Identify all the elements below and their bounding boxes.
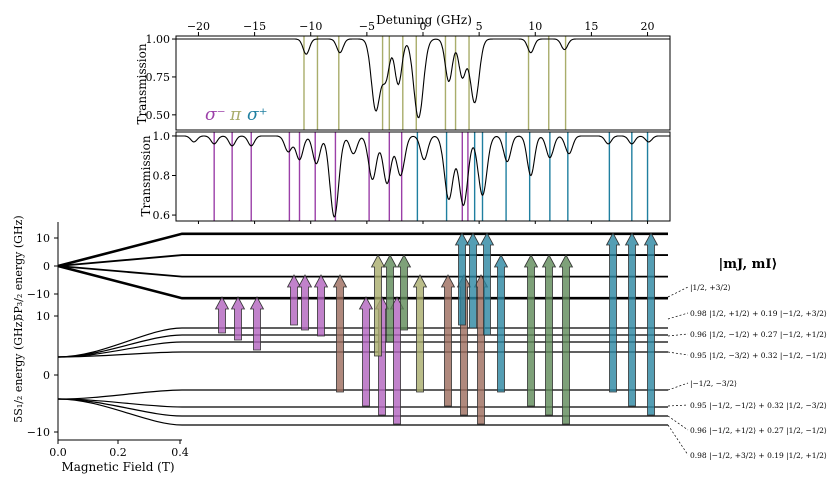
top-plot-frame xyxy=(175,35,671,131)
energy-ticks: 10 0 −10 10 0 −10 0.0 0.2 0.4 xyxy=(27,232,189,459)
top-y-tick-label: 0.75 xyxy=(146,71,171,84)
mid-y-tick-label: 0.8 xyxy=(153,170,171,183)
transition-arrow xyxy=(643,232,659,416)
top-y-ticks: 1.00 0.75 0.50 xyxy=(146,33,176,122)
legend: σ⁻ π σ⁺ xyxy=(205,105,268,125)
transition-arrow xyxy=(624,232,640,407)
energy-x-tick-label: 0.4 xyxy=(171,446,189,459)
energy-x-tick-label: 0.2 xyxy=(109,446,127,459)
lower-level xyxy=(57,389,668,400)
state-labels: |mJ, mI⟩ |1/2, +3/2⟩ 0.98 |1/2, +1/2⟩ + 0… xyxy=(667,257,827,460)
upper-level xyxy=(57,264,668,300)
transition-arrow xyxy=(479,232,495,336)
transition-arrow xyxy=(313,274,329,337)
transition-arrow xyxy=(382,254,398,343)
mid-ylabel: Transmission xyxy=(139,135,153,216)
top-plot: Detuning (GHz) −20 −15 −10 −5 0 5 10 15 20 1.00 0… xyxy=(135,13,671,131)
transition-arrow xyxy=(523,254,539,407)
lower-y-tick-label: −10 xyxy=(27,426,50,439)
top-ylabel: Transmission xyxy=(135,43,149,124)
state-label-list: |1/2, +3/2⟩ 0.98 |1/2, +1/2⟩ + 0.19 |−1/2… xyxy=(667,283,827,460)
state-label: |1/2, +3/2⟩ xyxy=(690,283,731,292)
transition-arrow xyxy=(332,274,348,393)
state-label: 0.96 |1/2, −1/2⟩ + 0.27 |−1/2, +1/2⟩ xyxy=(690,330,827,339)
state-label: 0.95 |−1/2, −1/2⟩ + 0.32 |1/2, −3/2⟩ xyxy=(690,401,827,410)
state-leader-line xyxy=(667,382,689,391)
upper-level xyxy=(57,265,668,278)
transition-arrow xyxy=(465,232,481,329)
transition-arrow xyxy=(605,232,621,393)
top-x-tick-label: 15 xyxy=(584,20,598,33)
state-leader-line xyxy=(667,404,689,407)
legend-pi: π xyxy=(229,105,242,125)
legend-sigma-plus: σ⁺ xyxy=(247,105,268,125)
state-leader-line xyxy=(667,333,689,337)
upper-y-tick-label: 0 xyxy=(43,260,50,273)
top-x-tick-label: 20 xyxy=(641,20,655,33)
transition-arrow xyxy=(214,296,230,334)
state-label: 0.98 |1/2, +1/2⟩ + 0.19 |−1/2, +3/2⟩ xyxy=(690,309,827,318)
mid-y-tick-label: 0.6 xyxy=(153,209,171,222)
upper-y-tick-label: 10 xyxy=(36,232,50,245)
top-x-tick-label: −5 xyxy=(359,20,375,33)
mid-transition-lines xyxy=(213,132,649,221)
transition-arrow xyxy=(493,254,509,393)
upper-ylabel: 5P₃/₂ energy (GHz) xyxy=(12,215,25,320)
lower-level xyxy=(57,398,668,426)
energy-levels xyxy=(57,232,668,426)
state-leader-line xyxy=(667,286,689,298)
top-x-tick-label: −20 xyxy=(187,20,210,33)
transition-arrow xyxy=(230,296,246,341)
transition-arrow xyxy=(396,254,412,331)
mid-transmission-curve xyxy=(176,135,670,218)
legend-sigma-minus: σ⁻ xyxy=(205,105,226,125)
lower-y-tick-label: 10 xyxy=(36,310,50,323)
energy-plot: 10 0 −10 10 0 −10 0.0 0.2 0.4 Magnetic Field (T)… xyxy=(12,215,668,474)
mid-plot-frame xyxy=(175,131,671,222)
top-x-tick-label: 0 xyxy=(420,20,427,33)
state-label: 0.98 |−1/2, +3/2⟩ + 0.19 |1/2, +1/2⟩ xyxy=(690,451,827,460)
state-label: 0.95 |1/2, −3/2⟩ + 0.32 |−1/2, −1/2⟩ xyxy=(690,351,827,360)
state-leader-line xyxy=(667,415,689,431)
upper-level xyxy=(57,254,668,267)
top-x-tick-label: −15 xyxy=(243,20,266,33)
transition-arrow xyxy=(286,274,302,326)
top-x-tick-label: −10 xyxy=(299,20,322,33)
state-leader-line xyxy=(667,312,689,320)
top-xlabel: Detuning (GHz) xyxy=(376,13,472,27)
transition-arrow xyxy=(249,296,265,351)
transition-arrow xyxy=(440,274,456,407)
lower-ylabel: 5S₁/₂ energy (GHz) xyxy=(12,317,25,422)
energy-xlabel: Magnetic Field (T) xyxy=(61,460,174,474)
energy-x-tick-label: 0.0 xyxy=(49,446,67,459)
top-y-tick-label: 0.50 xyxy=(146,109,171,122)
top-transmission-curve xyxy=(176,38,670,119)
transition-arrows xyxy=(214,232,659,425)
transition-arrow xyxy=(358,296,374,407)
transition-arrow xyxy=(541,254,557,416)
upper-level xyxy=(57,232,668,268)
transition-arrow xyxy=(454,232,470,326)
top-x-ticks: −20 −15 −10 −5 0 5 10 15 20 xyxy=(187,20,655,36)
top-y-tick-label: 1.00 xyxy=(146,33,171,46)
transition-arrow xyxy=(558,254,574,425)
state-label: 0.96 |−1/2, +1/2⟩ + 0.27 |1/2, −1/2⟩ xyxy=(690,426,827,435)
transition-arrow xyxy=(297,274,313,331)
transition-arrow xyxy=(370,254,386,357)
state-leader-line xyxy=(667,424,689,456)
mid-plot: 1.0 0.8 0.6 Transmission xyxy=(139,130,671,224)
state-leader-line xyxy=(667,351,689,356)
state-label: |−1/2, −3/2⟩ xyxy=(690,379,737,388)
top-x-tick-label: 5 xyxy=(476,20,483,33)
top-x-tick-label: 10 xyxy=(528,20,542,33)
transition-arrow xyxy=(412,274,428,393)
lower-y-tick-label: 0 xyxy=(43,369,50,382)
top-transition-lines xyxy=(303,36,567,130)
upper-y-tick-label: −10 xyxy=(27,288,50,301)
state-header: |mJ, mI⟩ xyxy=(719,257,778,272)
lower-level xyxy=(57,351,668,358)
mid-y-tick-label: 1.0 xyxy=(153,130,171,143)
